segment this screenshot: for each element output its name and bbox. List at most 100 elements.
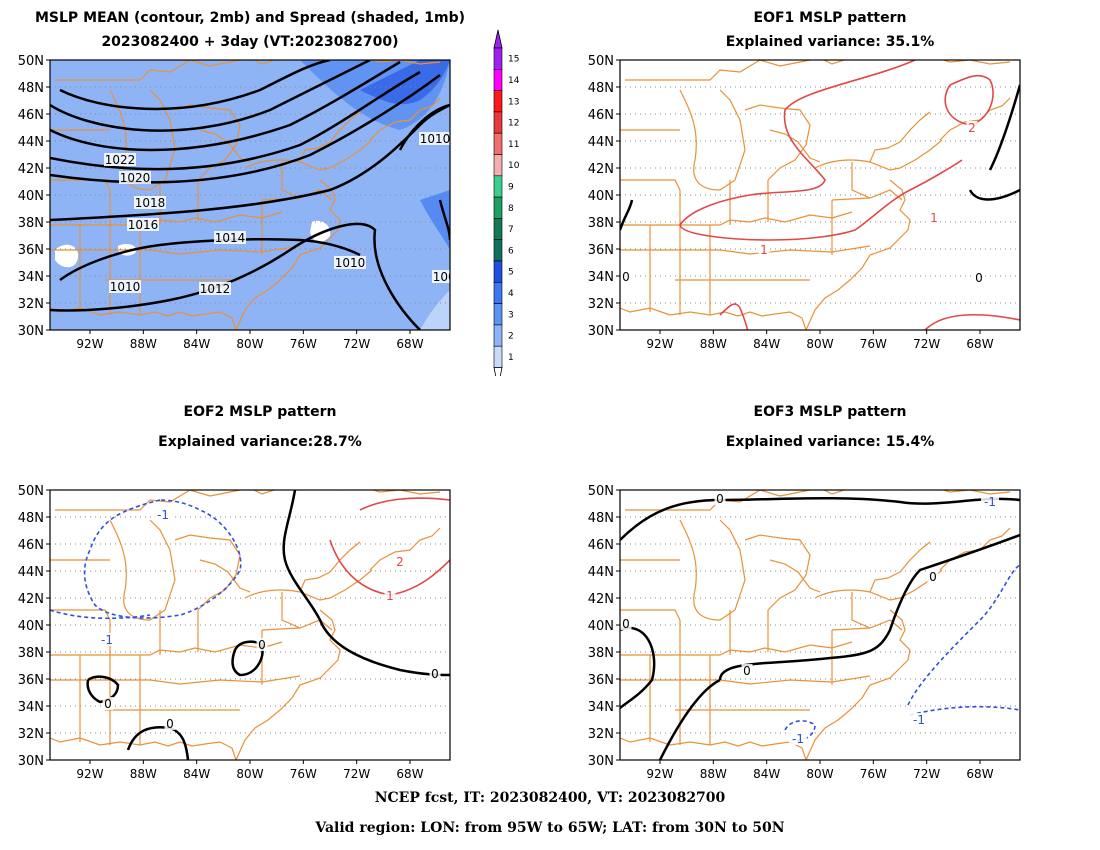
state-boundary bbox=[889, 179, 911, 239]
colorbar-label: 15 bbox=[508, 55, 519, 65]
lon-tick-label: 68W bbox=[966, 337, 993, 351]
state-boundary bbox=[369, 527, 441, 571]
contour-label-bg bbox=[154, 508, 172, 521]
lat-tick-label: 44N bbox=[18, 135, 44, 150]
lon-tick-label: 76W bbox=[860, 767, 887, 781]
contour-line bbox=[359, 497, 450, 511]
colorbar-label: 2 bbox=[508, 332, 514, 342]
contour-line bbox=[988, 84, 1020, 171]
contour-label-bg bbox=[928, 211, 940, 224]
state-boundary bbox=[191, 741, 237, 760]
lon-tick-label: 72W bbox=[343, 767, 370, 781]
contour-line bbox=[658, 678, 721, 760]
colorbar-label: 12 bbox=[508, 119, 519, 129]
lat-tick-label: 44N bbox=[588, 565, 614, 580]
lon-tick-label: 84W bbox=[753, 767, 780, 781]
colorbar-label: 3 bbox=[508, 310, 514, 320]
contour-label: 1 bbox=[760, 243, 768, 257]
lat-tick-label: 30N bbox=[18, 754, 44, 769]
lat-tick-label: 50N bbox=[588, 54, 614, 69]
state-boundary bbox=[244, 569, 373, 601]
mean-panel-subtitle: 2023082400 + 3day (VT:2023082700) bbox=[101, 34, 399, 50]
lon-tick-label: 76W bbox=[290, 337, 317, 351]
state-boundary bbox=[814, 139, 943, 171]
colorbar-swatch bbox=[493, 303, 503, 326]
state-boundary bbox=[620, 307, 763, 317]
contour-label: 1010 bbox=[110, 280, 141, 294]
state-boundary bbox=[831, 189, 903, 201]
state-boundary bbox=[744, 104, 811, 181]
lon-tick-label: 92W bbox=[646, 337, 673, 351]
lat-tick-label: 48N bbox=[588, 81, 614, 96]
state-boundary bbox=[235, 237, 331, 330]
state-boundary bbox=[769, 129, 821, 163]
contour-line bbox=[83, 499, 242, 619]
eof2-map: -1 -1 2 1 0 0 0 0 50N 48N 46N 44N 42N 40N 38N 36N 34N 32N… bbox=[18, 484, 451, 781]
lat-tick-label: 50N bbox=[588, 484, 614, 499]
contour-line bbox=[50, 60, 371, 132]
state-boundary bbox=[620, 675, 871, 685]
contour-label-bg bbox=[758, 243, 770, 256]
contour-line bbox=[944, 75, 994, 126]
footer-valid-region: Valid region: LON: from 95W to 65W; LAT:… bbox=[315, 820, 785, 836]
lat-tick-label: 38N bbox=[588, 216, 614, 231]
lon-tick-label: 88W bbox=[130, 337, 157, 351]
state-boundary bbox=[299, 111, 361, 163]
contour-label-bg bbox=[199, 282, 231, 295]
lat-tick-label: 30N bbox=[588, 324, 614, 339]
contour-label-bg bbox=[432, 270, 450, 283]
state-boundary bbox=[235, 667, 331, 760]
contour-label-bg bbox=[127, 218, 159, 231]
lat-tick-label: 48N bbox=[588, 511, 614, 526]
lat-tick-label: 30N bbox=[588, 754, 614, 769]
colorbar-swatch bbox=[493, 218, 503, 240]
contour-line bbox=[59, 60, 331, 111]
eof3-panel-title: EOF3 MSLP pattern bbox=[753, 404, 907, 420]
lat-tick-label: 34N bbox=[18, 700, 44, 715]
contour-label: -1 bbox=[984, 495, 996, 509]
contour-line bbox=[909, 705, 1020, 716]
contour-label-bg bbox=[164, 717, 176, 730]
lat-tick-label: 50N bbox=[18, 54, 44, 69]
contour-label: 1010 bbox=[335, 256, 366, 270]
lat-tick-label: 50N bbox=[18, 484, 44, 499]
contour-label-bg bbox=[620, 270, 632, 283]
colorbar-label: 8 bbox=[508, 204, 514, 214]
contour-line bbox=[968, 188, 1020, 201]
state-boundary bbox=[769, 559, 821, 593]
colorbar-swatch bbox=[493, 111, 503, 134]
lat-tick-label: 40N bbox=[588, 619, 614, 634]
lat-tick-label: 44N bbox=[18, 565, 44, 580]
lat-tick-label: 38N bbox=[18, 216, 44, 231]
contour-label-bg bbox=[104, 153, 136, 166]
lat-tick-label: 36N bbox=[18, 243, 44, 258]
contour-label: 2 bbox=[968, 121, 976, 135]
lon-tick-label: 72W bbox=[913, 767, 940, 781]
lat-tick-label: 34N bbox=[18, 270, 44, 285]
contour-line bbox=[620, 497, 1020, 541]
colorbar-swatch bbox=[493, 239, 503, 262]
lat-tick-label: 42N bbox=[588, 592, 614, 607]
contour-label-bg bbox=[214, 231, 246, 244]
lat-tick-label: 42N bbox=[588, 162, 614, 177]
contour-label-bg bbox=[119, 171, 151, 184]
lat-tick-label: 36N bbox=[18, 673, 44, 688]
colorbar-label: 7 bbox=[508, 225, 514, 235]
contour-label: 1022 bbox=[105, 153, 136, 167]
colorbar-label: 10 bbox=[508, 161, 520, 171]
contour-line bbox=[620, 199, 634, 231]
lon-tick-label: 80W bbox=[806, 337, 833, 351]
state-boundary bbox=[261, 619, 333, 631]
contour-line bbox=[50, 70, 421, 171]
contour-label: -1 bbox=[157, 508, 169, 522]
contour-label: 1 bbox=[930, 211, 938, 225]
contour-label-bg bbox=[741, 664, 753, 677]
state-boundary bbox=[620, 245, 871, 255]
contour-label-bg bbox=[714, 492, 726, 505]
lat-tick-label: 32N bbox=[18, 727, 44, 742]
lat-tick-label: 46N bbox=[18, 108, 44, 123]
contour-label-bg bbox=[394, 555, 406, 568]
lon-tick-label: 76W bbox=[290, 767, 317, 781]
footer-forecast-info: NCEP fcst, IT: 2023082400, VT: 202308270… bbox=[374, 790, 726, 806]
